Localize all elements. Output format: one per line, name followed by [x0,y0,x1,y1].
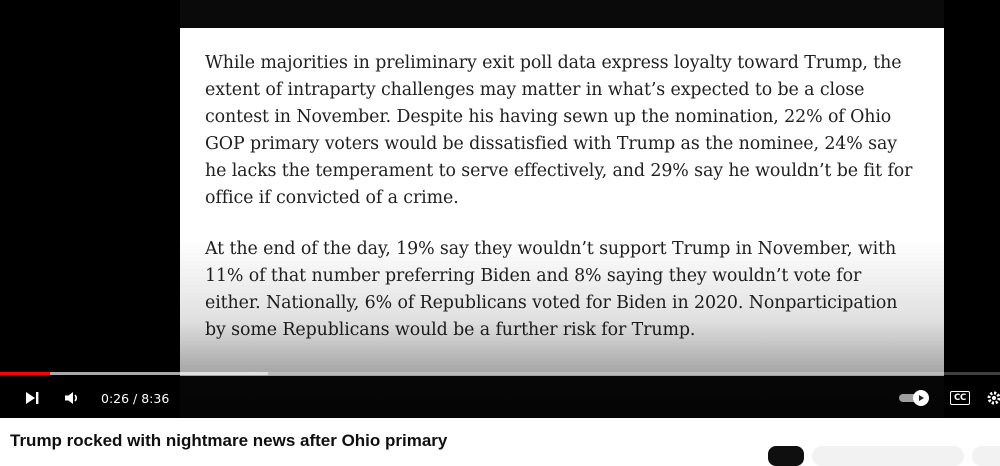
article-paragraph-2: At the end of the day, 19% say they woul… [205,239,898,340]
video-player[interactable]: While majorities in preliminary exit pol… [0,0,1000,418]
progress-buffered [0,372,268,375]
share-button[interactable] [972,446,1000,466]
time-display: 0:26 / 8:36 [101,390,170,406]
progress-bar[interactable] [0,371,1000,376]
subtitles-icon: CC [950,391,970,405]
settings-button[interactable] [984,378,1000,418]
article-paragraph-1: While majorities in preliminary exit pol… [205,53,913,208]
like-dislike-button[interactable] [812,446,964,466]
subtitles-button[interactable]: CC [946,378,974,418]
settings-icon [987,391,1000,405]
autoplay-toggle-icon [899,390,929,406]
autoplay-toggle[interactable] [896,378,932,418]
channel-action-button[interactable] [768,446,804,466]
volume-icon [65,392,78,404]
next-button[interactable] [18,378,46,418]
player-controls: 0:26 / 8:36 CC [0,378,1000,418]
video-frame[interactable]: While majorities in preliminary exit pol… [0,0,1000,418]
video-letterbox-right [944,0,1000,418]
progress-played [0,372,50,375]
article-excerpt: While majorities in preliminary exit pol… [180,28,944,376]
next-track-icon [26,392,39,404]
progress-track [0,372,1000,375]
video-title: Trump rocked with nightmare news after O… [10,431,448,450]
video-letterbox-left [0,0,180,418]
volume-button[interactable] [58,378,86,418]
